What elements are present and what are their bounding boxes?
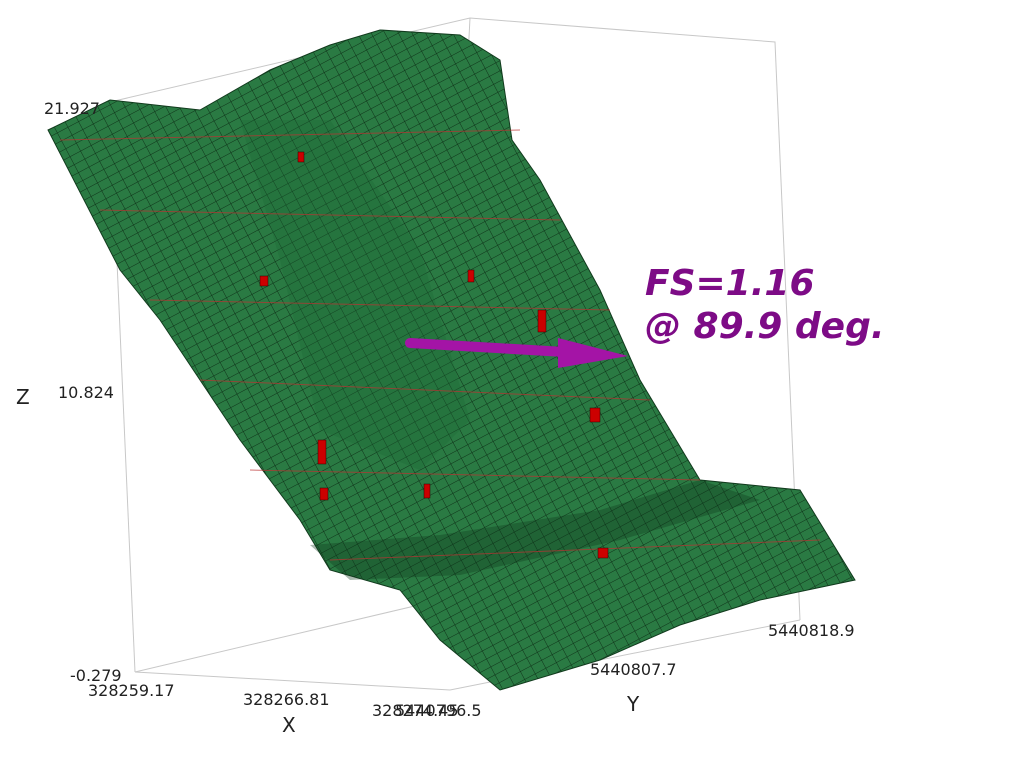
y-tick-label: 5440807.7 (590, 660, 677, 679)
z-tick-label: 21.927 (44, 99, 100, 118)
z-axis-title: Z (16, 385, 30, 409)
x-axis-title: X (282, 713, 296, 737)
z-tick-label: -0.279 (70, 666, 122, 685)
surface (47, 29, 856, 691)
y-tick-label: 5440796.5 (395, 701, 482, 720)
x-tick-label: 328266.81 (243, 690, 330, 709)
direction-arrow (405, 338, 628, 368)
y-axis-title: Y (626, 692, 640, 716)
y-tick-label: 5440818.9 (768, 621, 855, 640)
x-tick-label: 328274.45 (372, 701, 459, 720)
annotation-line: @ 89.9 deg. (645, 306, 885, 347)
annotation-line: FS=1.16 (645, 263, 815, 304)
z-tick-label: 10.824 (58, 383, 114, 402)
x-tick-label: 328259.17 (88, 681, 175, 700)
